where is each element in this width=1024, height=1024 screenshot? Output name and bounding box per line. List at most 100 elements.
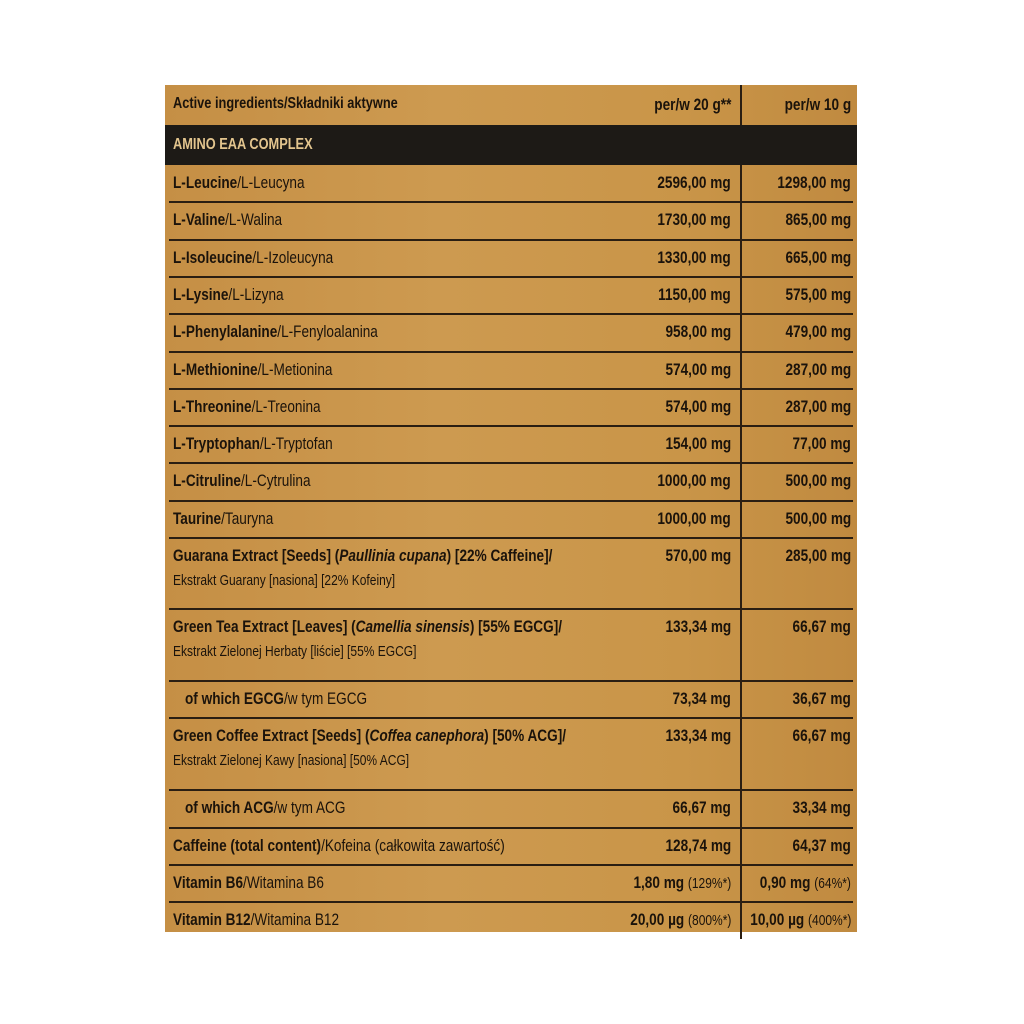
ingredient-name-part: /w tym ACG [273,798,346,818]
per-20g-value-amount: 154,00 mg [665,434,731,454]
column-divider [740,864,742,903]
row-separator [169,826,853,829]
ingredient-name-part: Camellia sinensis [355,617,470,636]
column-divider [740,790,742,828]
per-10g-value: 36,67 mg [793,689,851,709]
per-10g-value-amount: 479,00 mg [785,322,851,342]
table-row: L-Tryptophan/L-Tryptofan 154,00 mg 77,00 m… [165,425,857,464]
section-header-band: AMINO EAA COMPLEX [165,125,857,165]
ingredient-name-part: /Witamina B12 [250,910,340,930]
column-divider [740,276,742,315]
table-row: L-Isoleucine/L-Izoleucyna 1330,00 mg 665,0… [165,238,857,277]
row-separator [169,680,853,682]
per-10g-value: 10,00 µg (400%*) [750,910,851,930]
per-10g-value-amount: 10,00 µg [749,910,804,930]
column-divider [740,314,742,352]
per-20g-value: 570,00 mg [665,546,731,566]
ingredient-name: L-Phenylalanine/L-Fenyloalanina [173,322,378,342]
column-divider [740,609,742,681]
ingredient-name: L-Isoleucine/L-Izoleucyna [173,248,333,268]
ingredient-name-part: /Witamina B6 [243,872,324,892]
per-10g-value: 287,00 mg [785,397,851,417]
per-20g-value: 1000,00 mg [658,509,731,529]
per-10g-column-header: per/w 10 g [784,95,851,114]
per-10g-value-amount: 64,37 mg [792,835,851,855]
ingredient-name: Vitamin B12/Witamina B12 [173,910,339,930]
ingredients-column-header: Active ingredients/Składniki aktywne [173,95,398,112]
per-10g-value-amount: 36,67 mg [792,689,851,708]
ingredient-name-polish: Ekstrakt Guarany [nasiona] [22% Kofeiny] [173,572,396,589]
row-separator [169,608,853,610]
ingredient-name-part: L-Leucine [173,173,238,192]
table-row: Caffeine (total content)/Kofeina (całkow… [165,826,857,865]
per-20g-value-amount: 1730,00 mg [657,210,731,230]
ingredient-name: Green Tea Extract [Leaves] (Camellia sin… [173,617,562,637]
table-row: L-Leucine/L-Leucyna 2596,00 mg 1298,00 mg [165,165,857,203]
per-20g-value: 1730,00 mg [658,210,731,230]
per-20g-value: 1150,00 mg [658,285,731,305]
per-10g-value-amount: 500,00 mg [785,508,851,528]
per-20g-value: 20,00 µg (800%*) [630,910,731,930]
per-10g-value-amount: 865,00 mg [785,210,851,230]
per-20g-column-header: per/w 20 g** [653,95,731,114]
per-10g-value-amount: 33,34 mg [792,798,851,818]
per-20g-value: 133,34 mg [665,617,731,637]
per-10g-value: 77,00 mg [793,434,851,454]
per-10g-value-amount: 66,67 mg [792,617,851,636]
ingredient-name-part: L-Threonine [173,396,252,416]
ingredient-name-part: Paullinia cupana [339,546,447,565]
ingredient-name-part: Guarana Extract [Seeds] ( [173,546,340,565]
column-divider [740,827,742,865]
table-row: of which ACG/w tym ACG 66,67 mg 33,34 mg [165,789,857,828]
table-row: Taurine/Tauryna 1000,00 mg 500,00 mg [165,499,857,538]
per-20g-value: 128,74 mg [665,836,731,856]
per-20g-value-amount: 1150,00 mg [658,284,731,304]
ingredient-name-part: Coffea canephora [369,726,485,746]
column-divider [740,388,742,427]
column-divider [740,426,742,464]
row-separator [169,313,853,316]
per-20g-value-daily-percent: (800%*) [687,912,731,930]
ingredient-name: L-Methionine/L-Metionina [173,360,332,380]
ingredient-name: L-Lysine/L-Lizyna [173,285,284,305]
per-10g-value: 479,00 mg [785,322,851,342]
ingredient-name-polish: Ekstrakt Zielonej Kawy [nasiona] [50% AC… [173,752,410,770]
per-20g-value: 958,00 mg [665,322,731,342]
ingredient-name-part: L-Lysine [173,284,229,304]
ingredient-name: Taurine/Tauryna [173,509,273,529]
per-20g-value-amount: 2596,00 mg [657,173,731,192]
row-separator [169,901,853,904]
column-divider [740,500,742,538]
per-10g-value-amount: 665,00 mg [785,247,851,267]
row-separator [169,201,853,204]
row-separator [169,863,853,866]
per-10g-value-daily-percent: (400%*) [807,912,851,930]
row-separator [169,789,853,792]
column-divider [740,85,742,125]
column-divider [740,463,742,501]
column-divider [740,165,742,203]
ingredient-name-part: /Tauryna [221,508,274,528]
table-row: L-Methionine/L-Metionina 574,00 mg 287,00 … [165,350,857,389]
ingredient-name-part: /w tym EGCG [283,689,368,708]
table-row: Vitamin B6/Witamina B6 1,80 mg (129%*) 0,9… [165,863,857,903]
table-row: L-Citruline/L-Cytrulina 1000,00 mg 500,00 … [165,462,857,501]
row-separator [169,387,853,390]
row-separator [169,275,853,278]
per-10g-value: 500,00 mg [785,471,851,491]
row-separator [169,717,853,720]
per-20g-value-amount: 958,00 mg [665,322,731,342]
table-row: Guarana Extract [Seeds] (Paullinia cupan… [165,537,857,609]
ingredient-name-part: L-Tryptophan [173,434,260,454]
per-20g-value: 2596,00 mg [658,173,731,193]
ingredient-name-part: /L-Lizyna [228,284,284,304]
per-20g-value-amount: 133,34 mg [665,726,731,746]
ingredient-name-part: ) [55% EGCG]/ [469,617,563,636]
per-10g-value: 33,34 mg [793,798,851,818]
per-20g-value-amount: 66,67 mg [672,798,731,818]
ingredient-name-part: /L-Fenyloalanina [277,322,378,342]
column-divider [740,239,742,277]
column-divider [740,718,742,791]
ingredient-name-part: Vitamin B6 [173,872,244,892]
per-20g-value-amount: 574,00 mg [665,359,731,379]
